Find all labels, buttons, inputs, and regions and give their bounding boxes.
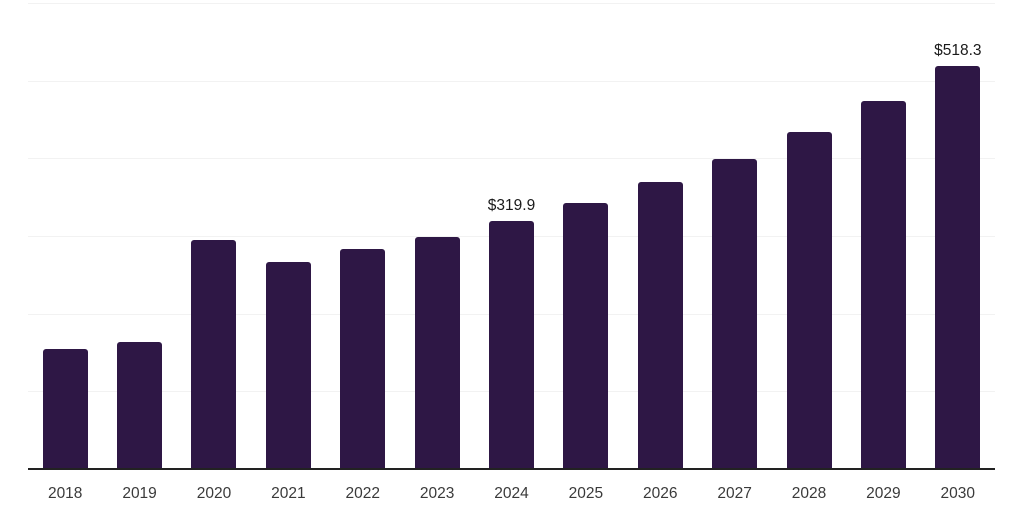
bar-2030	[935, 66, 981, 469]
x-tick-label-2019: 2019	[122, 485, 157, 502]
gridline-600	[28, 3, 995, 4]
x-tick-label-2027: 2027	[717, 485, 752, 502]
bar-2025	[563, 202, 609, 469]
x-tick-label-2030: 2030	[940, 485, 976, 502]
gridline-400	[28, 158, 995, 160]
x-tick-label-2025: 2025	[568, 485, 604, 502]
bar-2029	[860, 100, 906, 469]
bar-2019	[117, 341, 163, 469]
x-tick-label-2020: 2020	[196, 485, 232, 502]
bar-2027	[712, 159, 758, 469]
bar-2026	[637, 182, 683, 469]
x-tick-label-2021: 2021	[271, 485, 306, 502]
bar-2023	[414, 236, 460, 469]
x-tick-label-2029: 2029	[866, 485, 901, 502]
bar-2024	[489, 220, 534, 469]
x-tick-label-2023: 2023	[419, 485, 455, 502]
bar-2028	[786, 131, 832, 469]
x-tick-label-2026: 2026	[643, 485, 678, 502]
bar-value-label-2030: $518.3	[934, 42, 982, 60]
x-tick-label-2028: 2028	[791, 485, 827, 502]
gridline-500	[28, 80, 995, 82]
bar-2018	[42, 348, 88, 469]
x-tick-label-2018: 2018	[47, 485, 83, 502]
bar-2021	[265, 262, 311, 469]
bar-value-label-2024: $319.9	[487, 196, 536, 214]
x-axis-line	[28, 468, 995, 470]
x-tick-label-2024: 2024	[494, 485, 529, 502]
bar-2020	[191, 239, 237, 469]
bar-2022	[340, 249, 386, 469]
x-tick-label-2022: 2022	[345, 485, 380, 502]
